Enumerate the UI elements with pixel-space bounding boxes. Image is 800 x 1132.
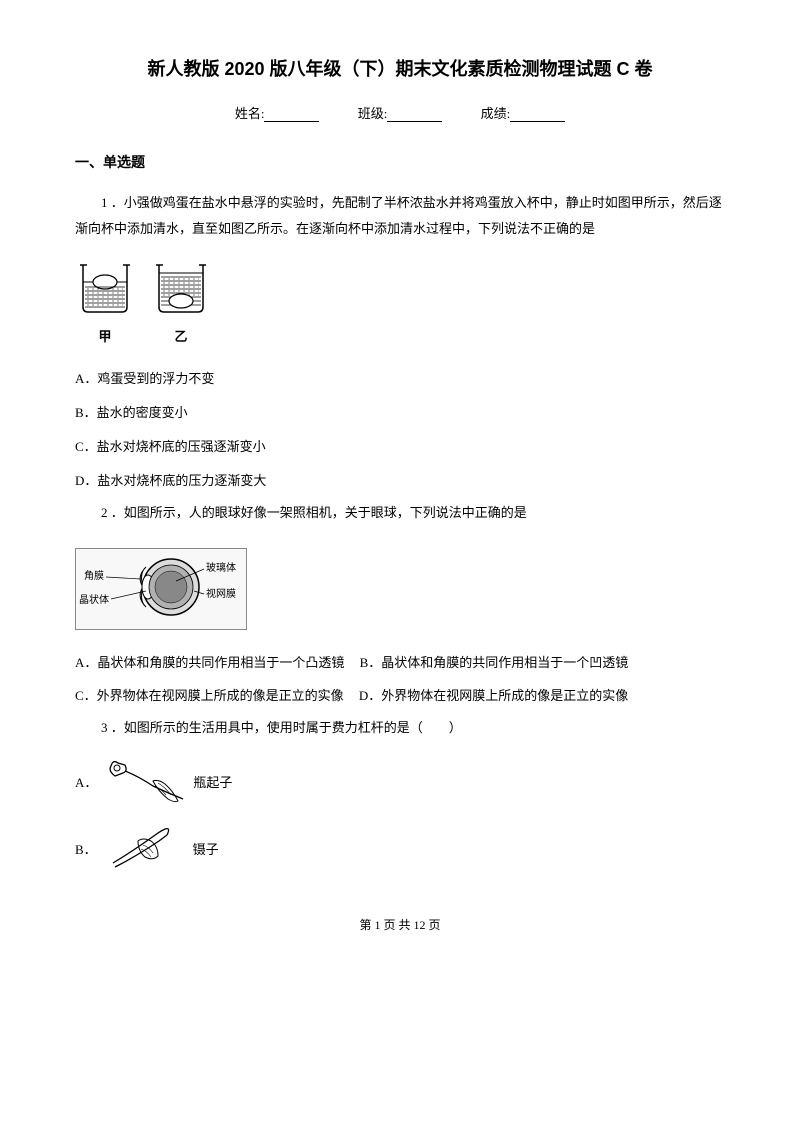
q3-choice-b-label: 镊子 — [193, 839, 219, 858]
eye-vitreous-label: 玻璃体 — [206, 561, 236, 574]
tweezers-icon — [103, 821, 193, 876]
question-3-text: 3 ．如图所示的生活用具中，使用时属于费力杠杆的是（ ） — [75, 715, 725, 741]
q3-choice-b-letter: B． — [75, 839, 97, 858]
class-label: 班级: — [358, 106, 388, 121]
section-heading: 一、单选题 — [75, 152, 725, 172]
eye-cornea-label: 角膜 — [84, 570, 104, 582]
bottle-opener-icon — [103, 751, 193, 811]
name-blank[interactable] — [264, 107, 319, 122]
eye-retina-label: 视网膜 — [206, 587, 236, 600]
q1-choice-d: D．盐水对烧杯底的压力逐渐变大 — [75, 466, 725, 496]
name-label: 姓名: — [235, 106, 265, 121]
q1-figure: 甲 — [75, 257, 725, 346]
q2-choice-c: C．外界物体在视网膜上所成的像是正立的实像 — [75, 681, 344, 711]
page-footer: 第 1 页 共 12 页 — [75, 916, 725, 933]
q3-choice-a-row: A． 瓶起子 — [75, 751, 725, 811]
q2-choice-b: B．晶状体和角膜的共同作用相当于一个凹透镜 — [360, 648, 629, 678]
question-2-text: 2 ．如图所示，人的眼球好像一架照相机，关于眼球，下列说法中正确的是 — [75, 500, 725, 526]
score-blank[interactable] — [510, 107, 565, 122]
beaker-jia-label: 甲 — [75, 326, 135, 345]
beaker-jia-icon — [75, 257, 135, 317]
score-label: 成绩: — [481, 106, 511, 121]
beaker-yi-icon — [151, 257, 211, 317]
q1-choices: A．鸡蛋受到的浮力不变 B．盐水的密度变小 C．盐水对烧杯底的压强逐渐变小 D．… — [75, 364, 725, 496]
q1-choice-c: C．盐水对烧杯底的压强逐渐变小 — [75, 432, 725, 462]
exam-title: 新人教版 2020 版八年级（下）期末文化素质检测物理试题 C 卷 — [75, 55, 725, 81]
q3-choice-a-label: 瓶起子 — [193, 772, 232, 791]
q2-choice-a: A．晶状体和角膜的共同作用相当于一个凸透镜 — [75, 648, 344, 678]
question-1-text: 1 ．小强做鸡蛋在盐水中悬浮的实验时，先配制了半杯浓盐水并将鸡蛋放入杯中，静止时… — [75, 190, 725, 242]
q2-choice-d: D．外界物体在视网膜上所成的像是正立的实像 — [359, 681, 628, 711]
q1-choice-a: A．鸡蛋受到的浮力不变 — [75, 364, 725, 394]
q3-choice-b-row: B． 镊子 — [75, 821, 725, 876]
q2-eye-figure: 角膜 晶状体 玻璃体 视网膜 — [75, 548, 247, 630]
q2-choices: A．晶状体和角膜的共同作用相当于一个凸透镜 B．晶状体和角膜的共同作用相当于一个… — [75, 648, 725, 712]
eye-lens-label: 晶状体 — [79, 593, 109, 606]
info-line: 姓名: 班级: 成绩: — [75, 103, 725, 122]
beaker-yi-label: 乙 — [151, 326, 211, 345]
q1-choice-b: B．盐水的密度变小 — [75, 398, 725, 428]
class-blank[interactable] — [387, 107, 442, 122]
q3-choice-a-letter: A． — [75, 772, 97, 791]
